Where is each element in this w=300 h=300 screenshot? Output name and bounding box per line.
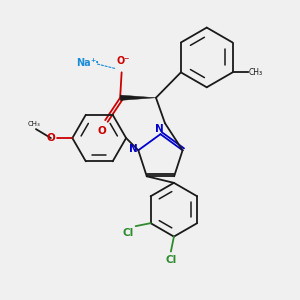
Polygon shape: [120, 95, 156, 100]
Text: N: N: [155, 124, 164, 134]
Text: O: O: [98, 125, 106, 136]
Text: Na: Na: [76, 58, 90, 68]
Text: Cl: Cl: [165, 254, 176, 265]
Text: O: O: [46, 133, 55, 143]
Text: CH₃: CH₃: [28, 121, 40, 127]
Text: ⁺·: ⁺·: [91, 58, 100, 68]
Text: CH₃: CH₃: [249, 68, 263, 77]
Text: O⁻: O⁻: [116, 56, 130, 66]
Text: Cl: Cl: [122, 228, 133, 238]
Text: N: N: [128, 144, 137, 154]
